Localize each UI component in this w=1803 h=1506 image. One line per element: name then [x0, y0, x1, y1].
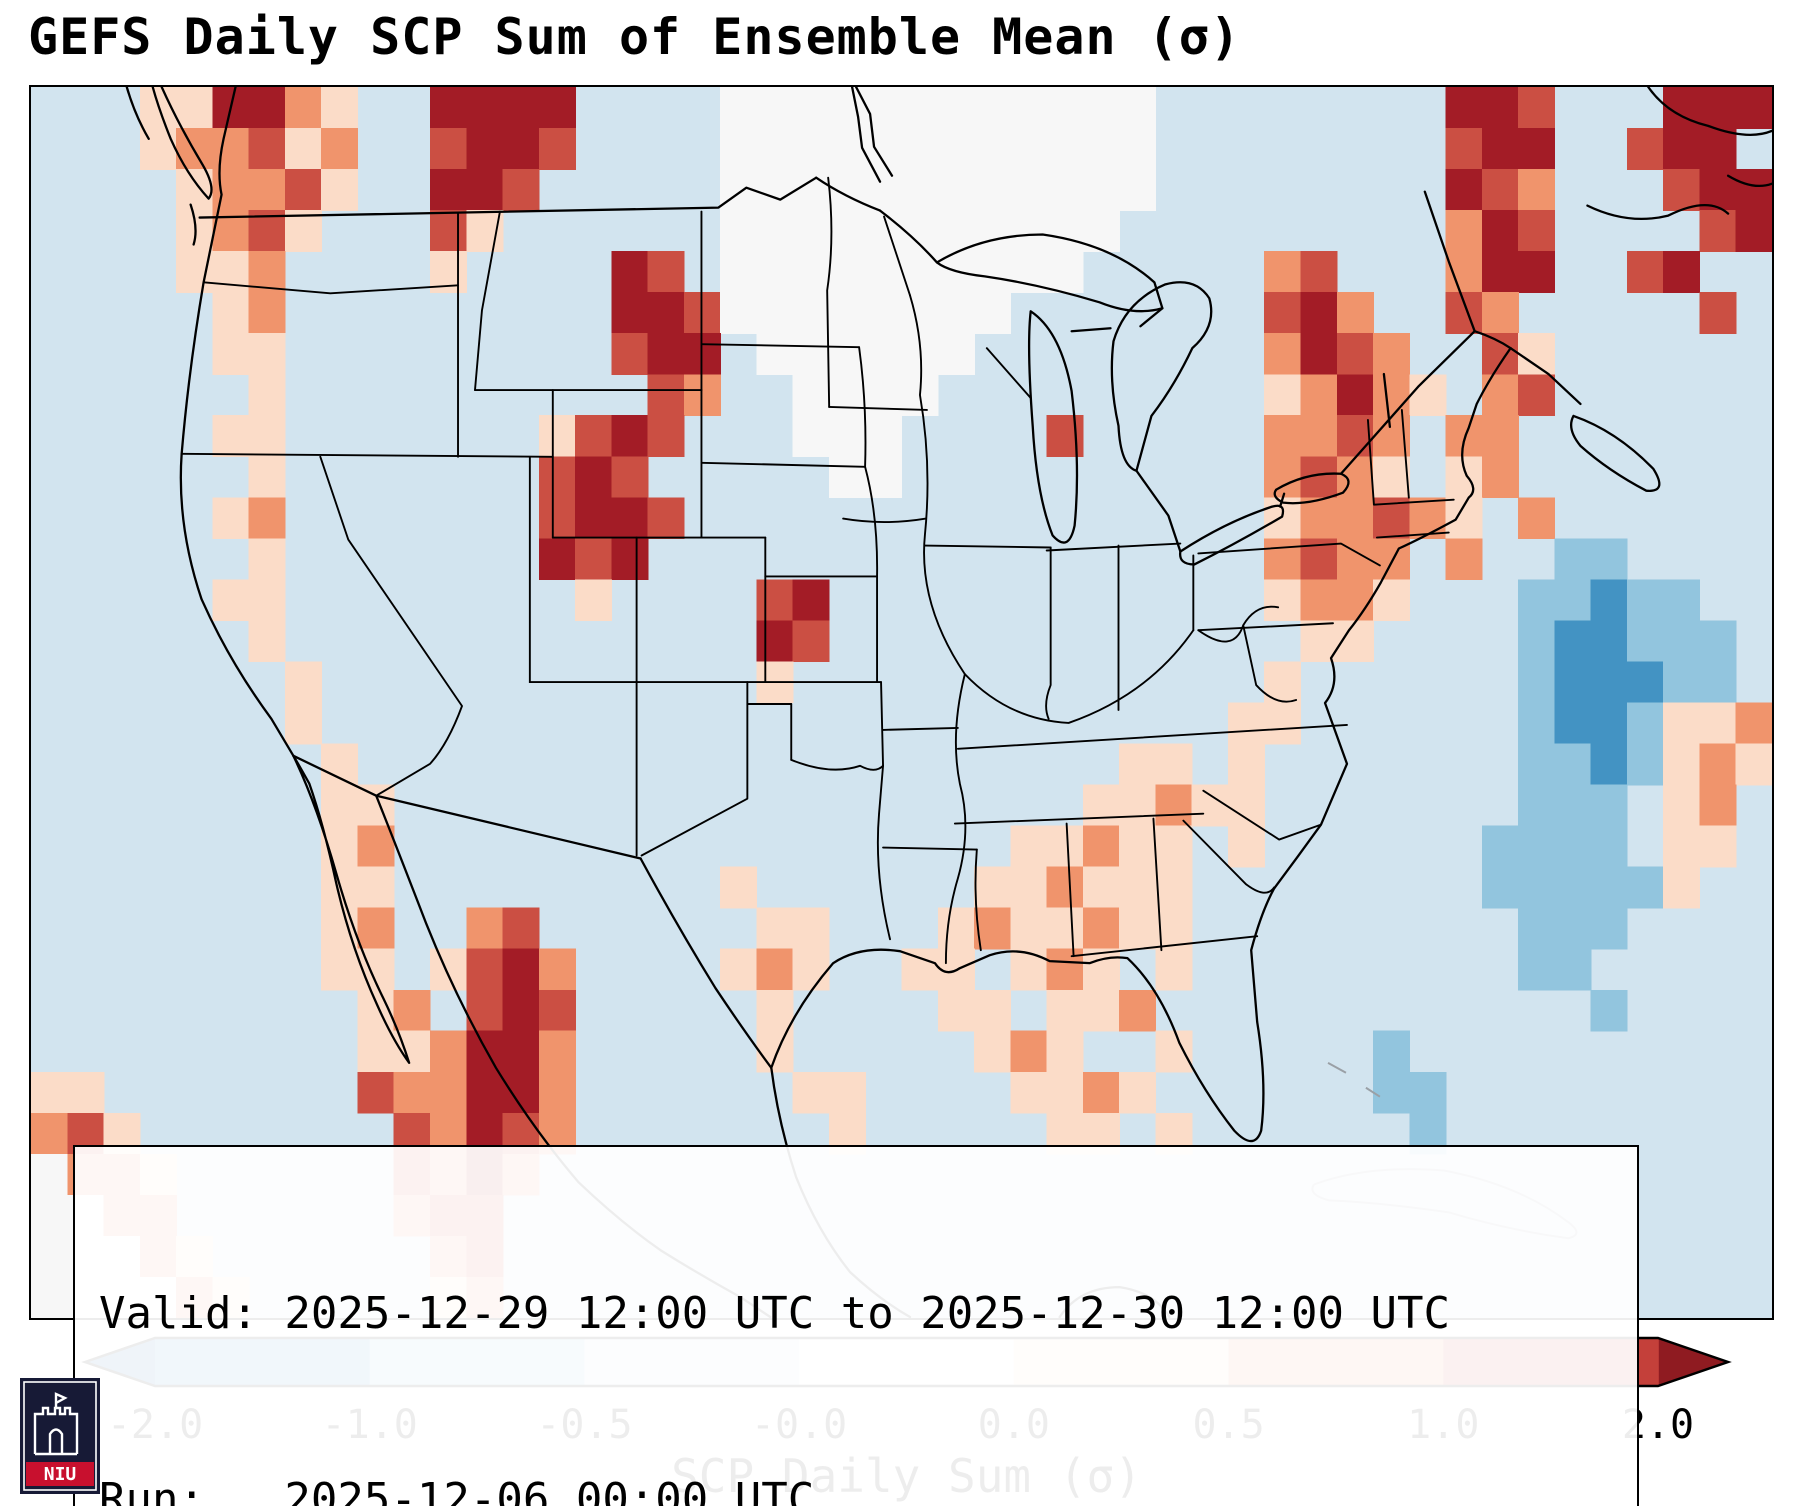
state-line — [1366, 409, 1455, 539]
state-line — [1152, 817, 1163, 952]
detroit-river — [1135, 469, 1182, 553]
niagara-river — [1278, 492, 1286, 508]
newfoundland-coast-1 — [1647, 87, 1772, 136]
state-line — [882, 846, 978, 851]
lake-champlain — [1382, 372, 1392, 429]
baja-peninsula — [292, 754, 411, 1064]
state-line — [828, 406, 928, 411]
state-line — [1197, 542, 1381, 567]
lake-huron — [1110, 281, 1213, 472]
state-line — [1202, 789, 1322, 841]
validity-info-box: Valid: 2025-12-29 12:00 UTC to 2025-12-3… — [73, 1145, 1639, 1506]
gulf-st-lawrence-coast — [1586, 203, 1730, 221]
state-line — [474, 210, 501, 391]
state-line — [1070, 935, 1259, 958]
mackinac-strait — [1070, 327, 1112, 333]
state-line — [882, 726, 959, 731]
bahamas-islands — [1327, 1061, 1381, 1098]
map-panel: Valid: 2025-12-29 12:00 UTC to 2025-12-3… — [29, 85, 1774, 1506]
logo-frame — [23, 1381, 97, 1491]
state-line — [985, 347, 1032, 399]
bc-islands — [125, 87, 197, 246]
state-line — [202, 281, 459, 295]
atlantic-coastline — [1272, 347, 1512, 890]
rio-grande — [639, 857, 773, 1069]
lake-erie — [1178, 504, 1285, 566]
ohio-river — [963, 629, 1195, 724]
state-line — [842, 517, 927, 524]
chart-title: GEFS Daily SCP Sum of Ensemble Mean (σ) — [28, 8, 1241, 66]
state-line — [953, 812, 1205, 825]
state-line — [858, 346, 867, 468]
border-to-superior — [815, 176, 882, 212]
lake-ontario — [1273, 472, 1350, 505]
map-svg — [31, 87, 1772, 1318]
state-line — [180, 452, 554, 458]
state-line — [883, 215, 911, 297]
mississippi-river — [909, 294, 967, 965]
lake-michigan — [1027, 310, 1079, 544]
castle-icon — [33, 1392, 79, 1456]
southeast-gulf-coastline — [770, 887, 1276, 1143]
logo-text: NIU — [44, 1464, 77, 1485]
lake-superior — [878, 209, 1164, 313]
soo-link — [1139, 307, 1164, 328]
state-line — [1045, 542, 1182, 552]
state-line — [700, 461, 867, 468]
state-line — [826, 176, 833, 408]
state-line — [319, 455, 463, 797]
state-line — [790, 758, 884, 771]
logo-banner — [26, 1462, 94, 1486]
state-line — [1197, 622, 1334, 632]
state-line — [1182, 819, 1276, 894]
state-line — [876, 764, 891, 941]
bay-of-fundy — [1509, 347, 1582, 406]
state-line — [1197, 605, 1298, 703]
run-time-line: Run: 2025-12-06 00:00 UTC — [99, 1474, 815, 1506]
niu-logo: NIU — [20, 1378, 100, 1494]
state-border-layer — [180, 176, 1455, 965]
maine-border — [1423, 190, 1476, 333]
lake-winnipeg — [850, 87, 894, 183]
state-line — [700, 343, 861, 349]
newfoundland-coast-2 — [1726, 174, 1772, 187]
nova-scotia — [1570, 414, 1661, 492]
state-line — [923, 544, 1052, 549]
state-line — [1045, 546, 1052, 720]
state-line — [880, 681, 884, 767]
st-lawrence-border — [1339, 330, 1476, 475]
vancouver-island-coastline — [151, 87, 213, 200]
state-line — [1065, 822, 1075, 958]
state-line — [640, 681, 749, 857]
state-line — [864, 465, 879, 578]
valid-time-line: Valid: 2025-12-29 12:00 UTC to 2025-12-3… — [99, 1288, 1451, 1339]
maine-coast-link — [1473, 330, 1512, 350]
canada-border-west — [198, 176, 818, 219]
state-line — [956, 723, 1348, 750]
state-line — [974, 848, 982, 952]
